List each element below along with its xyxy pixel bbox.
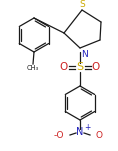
Text: S: S — [79, 0, 85, 9]
Text: O: O — [60, 62, 68, 72]
Text: N: N — [81, 50, 88, 59]
Text: O: O — [92, 62, 100, 72]
Text: O: O — [95, 132, 102, 140]
Text: N: N — [76, 127, 84, 137]
Text: +: + — [84, 124, 90, 132]
Text: S: S — [76, 62, 84, 72]
Text: CH₃: CH₃ — [27, 64, 39, 71]
Text: -O: -O — [53, 132, 64, 140]
